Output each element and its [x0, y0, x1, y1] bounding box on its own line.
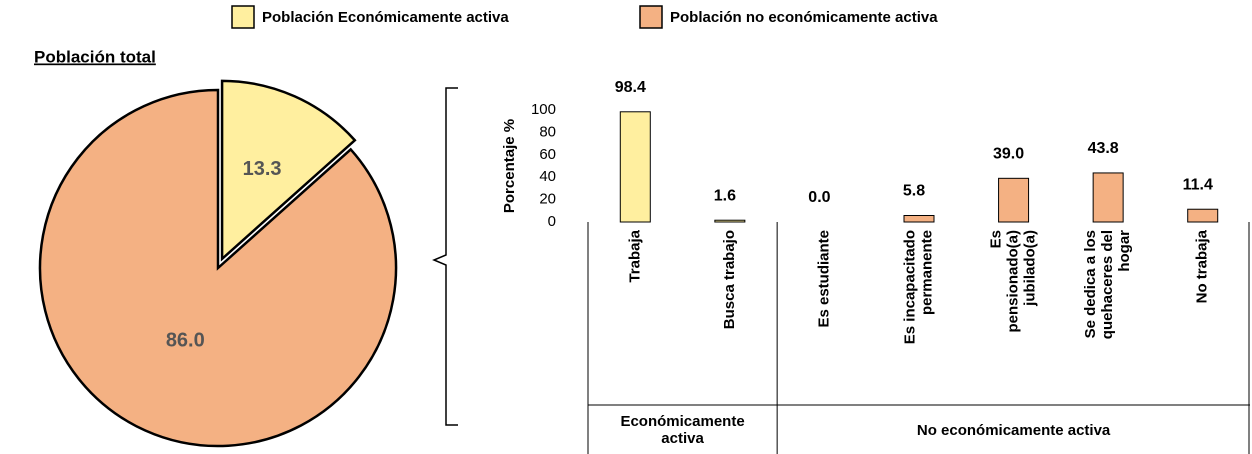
- group-label: No económicamente activa: [916, 421, 1111, 439]
- legend-label: Población no económicamente activa: [670, 9, 938, 26]
- pie-slice: [220, 79, 357, 262]
- legend-label: Población Económicamente activa: [262, 9, 509, 26]
- legend-swatch: [231, 5, 255, 29]
- data-label: 43.8: [1088, 140, 1119, 157]
- x-tick-label: Es incapacitado: [901, 230, 918, 344]
- x-tick-label: jubilado(a): [1022, 230, 1039, 307]
- bar: [1092, 172, 1124, 223]
- bracket: [432, 87, 458, 426]
- x-tick-label: quehaceres del: [1099, 230, 1116, 339]
- data-label: 86.0: [166, 329, 205, 351]
- y-tick-label: 20: [539, 191, 556, 208]
- y-tick-label: 100: [531, 101, 556, 118]
- y-tick-label: 40: [539, 168, 556, 185]
- bar: [619, 111, 651, 223]
- pie-title: Población total: [34, 47, 156, 66]
- bar: [903, 215, 935, 223]
- bar: [998, 177, 1030, 223]
- data-label: 98.4: [615, 79, 646, 96]
- data-label: 11.4: [1183, 176, 1213, 193]
- data-label: 0.0: [808, 189, 830, 206]
- bar: [1187, 208, 1219, 223]
- data-label: 5.8: [903, 183, 925, 200]
- x-tick-label: Trabaja: [626, 229, 643, 282]
- y-tick-label: 60: [539, 146, 556, 163]
- data-label: 13.3: [243, 158, 282, 180]
- x-tick-label: Es: [988, 230, 1005, 248]
- y-tick-label: 0: [548, 213, 556, 230]
- x-tick-label: No trabaja: [1194, 229, 1211, 303]
- pie-slice: [38, 88, 398, 448]
- x-tick-label: hogar: [1116, 230, 1133, 272]
- x-tick-label: Busca trabajo: [721, 230, 738, 329]
- x-tick-label: Se dedica a los: [1082, 230, 1099, 338]
- data-label: 39.0: [993, 146, 1024, 163]
- bar: [714, 219, 746, 223]
- group-label: Económicamente activa: [620, 413, 745, 447]
- x-tick-label: Es estudiante: [815, 230, 832, 328]
- y-tick-label: 80: [539, 123, 556, 140]
- data-label: 1.6: [714, 187, 736, 204]
- y-axis-label: Porcentaje %: [501, 119, 518, 213]
- x-tick-label: permanente: [918, 230, 935, 315]
- x-tick-label: pensionado(a): [1005, 230, 1022, 333]
- legend-swatch: [639, 5, 663, 29]
